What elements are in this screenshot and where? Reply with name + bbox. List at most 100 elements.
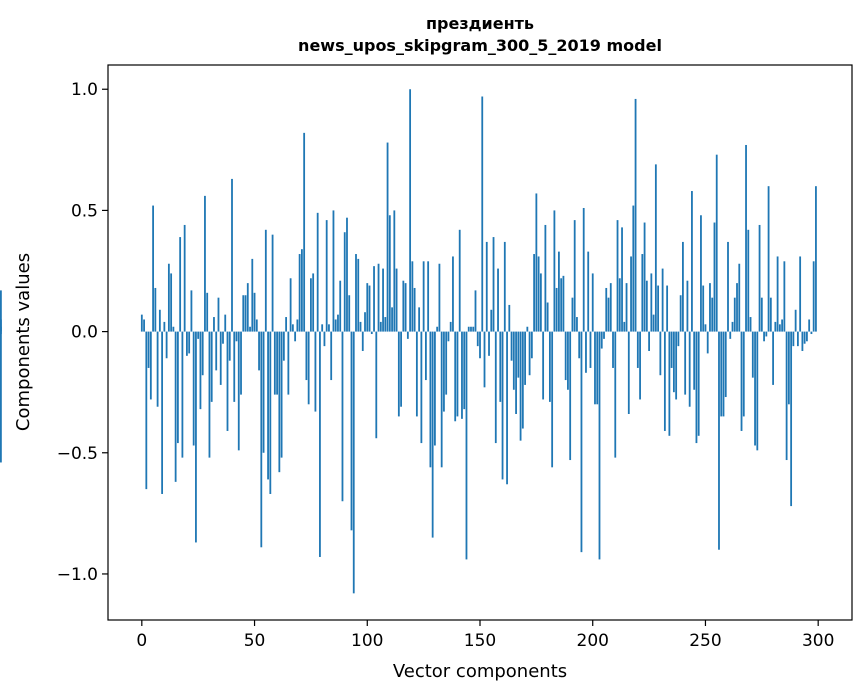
bar-269 <box>747 229 750 332</box>
bar-56 <box>267 331 269 480</box>
bar-22 <box>190 290 193 332</box>
bar-164 <box>510 331 513 361</box>
bar-169 <box>521 331 524 429</box>
bar-229 <box>657 285 660 332</box>
x-tick-label-200: 200 <box>577 631 609 651</box>
x-axis-label: Vector components <box>393 661 567 682</box>
bar-170 <box>524 331 526 385</box>
bar-209 <box>612 331 614 368</box>
bar-211 <box>616 220 619 332</box>
bar-42 <box>235 331 238 342</box>
bar-6 <box>154 287 157 332</box>
bar-undefined <box>0 331 2 463</box>
bar-298 <box>812 261 815 332</box>
bar-240 <box>682 241 684 332</box>
bar-177 <box>539 273 542 332</box>
bar-201 <box>594 331 596 405</box>
bar-23 <box>192 331 195 446</box>
bar-182 <box>551 331 554 468</box>
bar-121 <box>413 287 416 332</box>
bar-180 <box>546 302 549 332</box>
bar-128 <box>429 331 432 468</box>
bar-288 <box>790 331 793 507</box>
bar-189 <box>567 331 569 390</box>
bar-151 <box>481 96 484 332</box>
bar-274 <box>758 224 761 332</box>
bar-289 <box>792 331 795 347</box>
bar-129 <box>431 331 434 538</box>
bar-37 <box>224 314 227 332</box>
x-tick-label-250: 250 <box>689 631 721 651</box>
bar-284 <box>781 319 784 332</box>
bar-199 <box>589 331 592 368</box>
bar-267 <box>742 331 745 417</box>
bar-299 <box>815 186 817 332</box>
bar-277 <box>765 331 768 337</box>
bar-106 <box>379 321 382 332</box>
bar-254 <box>713 222 716 332</box>
bar-296 <box>808 319 811 332</box>
bar-202 <box>596 331 599 405</box>
bar-260 <box>727 241 729 332</box>
bar-70 <box>298 254 301 332</box>
bar-67 <box>291 324 294 332</box>
bar-148 <box>474 290 477 332</box>
bar-41 <box>233 331 236 402</box>
bar-287 <box>787 331 790 405</box>
y-axis-ticks: 1.0 0.5 0.0 −0.5 −1.0 <box>57 80 108 585</box>
bar-248 <box>700 215 702 332</box>
y-tick-label-2: 0.0 <box>71 323 98 343</box>
bar-54 <box>262 331 265 453</box>
bar-222 <box>641 254 644 332</box>
bar-185 <box>558 251 560 332</box>
bar-294 <box>803 331 806 344</box>
x-tick-label-0: 0 <box>136 631 147 651</box>
bar-99 <box>364 312 366 332</box>
bar-1 <box>143 319 145 332</box>
bar-144 <box>465 331 468 560</box>
bar-13 <box>170 273 173 332</box>
bar-186 <box>560 278 563 332</box>
bar-30 <box>208 331 211 458</box>
bar-95 <box>355 254 357 332</box>
bar-125 <box>422 261 425 332</box>
bar-219 <box>634 98 637 332</box>
bar-174 <box>533 254 536 332</box>
bar-38 <box>226 331 229 431</box>
bar-266 <box>740 331 743 431</box>
bar-53 <box>260 331 263 548</box>
bar-214 <box>623 321 626 332</box>
bar-153 <box>485 241 488 332</box>
bar-110 <box>388 215 391 332</box>
bar-208 <box>609 283 612 332</box>
bar-114 <box>397 331 400 417</box>
bar-258 <box>722 331 725 417</box>
bar-17 <box>179 237 182 332</box>
bar-39 <box>228 331 231 361</box>
bar-116 <box>402 280 405 332</box>
bar-268 <box>745 144 747 332</box>
bar-281 <box>774 321 777 332</box>
bar-77 <box>314 331 317 412</box>
bar-181 <box>548 331 551 402</box>
bar-239 <box>679 295 682 332</box>
bar-172 <box>528 331 531 376</box>
bar-227 <box>652 314 655 332</box>
bar-275 <box>760 297 763 332</box>
y-tick-label-0: 1.0 <box>71 80 98 100</box>
bar-97 <box>359 321 362 332</box>
x-tick-label-50: 50 <box>244 631 266 651</box>
bar-175 <box>535 193 538 332</box>
bar-80 <box>321 324 324 332</box>
bar-168 <box>519 331 522 441</box>
bar-81 <box>323 331 326 347</box>
bar-112 <box>393 210 396 332</box>
bar-19 <box>183 224 186 332</box>
bar-undefined <box>0 319 2 332</box>
bar-133 <box>440 331 443 468</box>
bar-194 <box>578 331 581 359</box>
bar-156 <box>492 237 495 332</box>
bar-230 <box>659 331 662 376</box>
bar-195 <box>580 331 583 553</box>
